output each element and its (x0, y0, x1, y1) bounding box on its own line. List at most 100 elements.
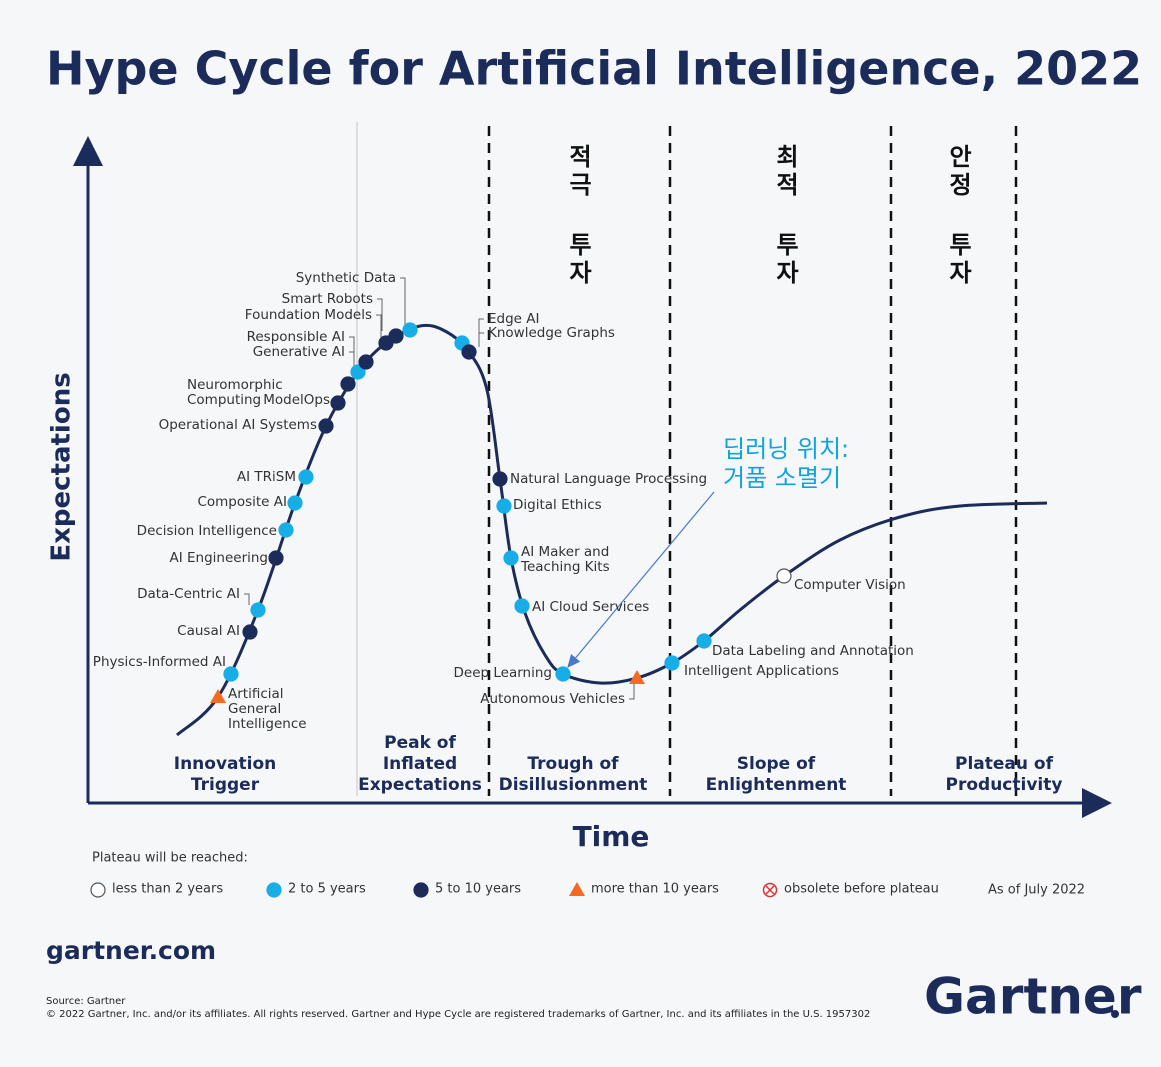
technology-label: Causal AI (177, 623, 240, 639)
copyright: © 2022 Gartner, Inc. and/or its affiliat… (46, 1009, 870, 1020)
logo-dot (1111, 1010, 1119, 1018)
legend-label: more than 10 years (591, 882, 719, 897)
technology-label: Knowledge Graphs (488, 325, 615, 341)
technology-marker (223, 666, 239, 682)
technology-marker (461, 344, 477, 360)
technology-marker (496, 498, 512, 514)
technology-label: AI TRiSM (237, 469, 296, 485)
legend-label: obsolete before plateau (784, 882, 939, 897)
technology-marker (664, 655, 680, 671)
leader-line (629, 683, 635, 700)
technology-marker (340, 376, 356, 392)
legend-title: Plateau will be reached: (92, 851, 248, 866)
technology-label: Synthetic Data (296, 270, 396, 286)
callout: 딥러닝 위치: (723, 435, 849, 463)
technology-label: AI Engineering (169, 550, 268, 566)
legend-marker (569, 882, 585, 896)
technology-marker (696, 633, 712, 649)
leader-line (349, 336, 355, 357)
technology-label: Data-Centric AI (137, 586, 240, 602)
technology-marker (318, 418, 334, 434)
technology-marker (514, 598, 530, 614)
technology-marker (555, 666, 571, 682)
logo: Gartner (924, 968, 1142, 1026)
leader-line (478, 332, 484, 347)
technology-label: Artificial (228, 686, 284, 702)
technology-label: Computing (187, 392, 261, 408)
legend-label: 5 to 10 years (435, 882, 521, 897)
technology-label: Smart Robots (282, 291, 373, 307)
technology-label: Natural Language Processing (510, 471, 707, 487)
technology-label: Operational AI Systems (159, 417, 317, 433)
phase-label: Peak of (384, 733, 456, 753)
phase-label: Innovation (174, 754, 277, 774)
leader-line (377, 298, 383, 331)
technology-label: Edge AI (488, 311, 539, 327)
technology-marker (298, 469, 314, 485)
phase-label: Disillusionment (499, 775, 648, 795)
legend-marker (765, 885, 775, 895)
technology-marker (250, 602, 266, 618)
technology-marker (287, 495, 303, 511)
phase-label: Trigger (191, 775, 260, 795)
technology-label: Digital Ethics (513, 497, 602, 513)
phase-label: Plateau of (955, 754, 1054, 774)
technology-marker (503, 550, 519, 566)
legend-marker (266, 882, 282, 898)
leader-line (244, 593, 250, 605)
technology-label: Foundation Models (245, 307, 372, 323)
x-axis-title: Time (573, 820, 650, 853)
technology-label: Computer Vision (794, 577, 906, 593)
technology-label: Data Labeling and Annotation (712, 643, 914, 659)
technology-marker (210, 689, 226, 703)
leader-line (478, 318, 484, 338)
phase-label: Trough of (527, 754, 619, 774)
technology-marker (402, 322, 418, 338)
phase-label: Enlightenment (706, 775, 847, 795)
investment-note: 적극 투자 (564, 144, 592, 288)
technology-label: Teaching Kits (520, 559, 610, 575)
technology-marker (278, 522, 294, 538)
technology-marker (350, 364, 366, 380)
title: Hype Cycle for Artificial Intelligence, … (46, 42, 1142, 96)
leader-line (376, 314, 382, 338)
technology-label: ModelOps (263, 392, 330, 408)
phase-label: Slope of (737, 754, 816, 774)
callout: 거품 소멸기 (723, 464, 841, 492)
callout-arrow (567, 491, 715, 668)
technology-label: Autonomous Vehicles (480, 691, 625, 707)
source: Source: Gartner (46, 996, 126, 1007)
technology-label: General (228, 701, 281, 717)
phase-label: Productivity (946, 775, 1063, 795)
legend-label: less than 2 years (112, 882, 223, 897)
legend-marker (413, 882, 429, 898)
technology-marker (268, 550, 284, 566)
technology-marker (388, 328, 404, 344)
technology-label: Intelligence (228, 716, 307, 732)
leader-line (400, 277, 406, 325)
technology-marker (776, 568, 792, 584)
phase-label: Inflated (383, 754, 457, 774)
dividers (487, 126, 1018, 796)
technology-label: Physics-Informed AI (93, 654, 226, 670)
legend-marker (90, 882, 106, 898)
technology-label: Deep Learning (454, 665, 552, 681)
technology-marker (330, 395, 346, 411)
y-axis-title: Expectations (47, 372, 77, 561)
technology-marker (629, 670, 645, 684)
technology-label: Responsible AI (247, 329, 345, 345)
technology-label: AI Cloud Services (532, 599, 649, 615)
technology-label: Intelligent Applications (684, 663, 839, 679)
technology-label: Composite AI (197, 494, 287, 510)
legend-label: 2 to 5 years (288, 882, 366, 897)
phase-label: Expectations (358, 775, 482, 795)
technology-label: Neuromorphic (187, 377, 283, 393)
technology-marker (492, 471, 508, 487)
investment-note: 최적 투자 (771, 144, 799, 288)
technology-marker (358, 354, 374, 370)
legend-date: As of July 2022 (988, 883, 1085, 898)
technology-label: AI Maker and (521, 544, 609, 560)
investment-note: 안정 투자 (944, 144, 972, 288)
technology-label: Decision Intelligence (137, 523, 277, 539)
